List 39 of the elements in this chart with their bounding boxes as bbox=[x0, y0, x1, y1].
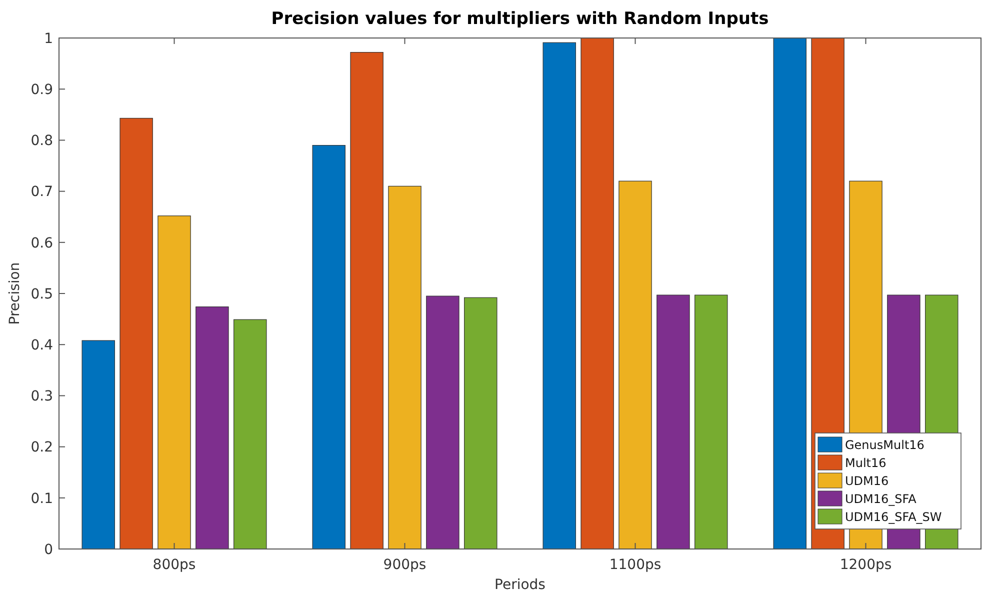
legend-label: UDM16 bbox=[845, 474, 889, 488]
bar bbox=[312, 145, 346, 550]
bar bbox=[464, 297, 498, 550]
bar bbox=[196, 306, 229, 550]
x-tick-label: 800ps bbox=[152, 557, 196, 573]
y-tick-label: 0.6 bbox=[30, 235, 54, 252]
x-tick-label: 1200ps bbox=[840, 557, 892, 573]
chart-title: Precision values for multipliers with Random Inputs bbox=[271, 9, 769, 29]
bar bbox=[656, 294, 690, 550]
y-tick-label: 0.3 bbox=[30, 388, 53, 405]
bar bbox=[618, 180, 652, 550]
bar bbox=[773, 38, 806, 550]
legend-label: UDM16_SFA bbox=[845, 492, 918, 506]
bar bbox=[158, 216, 191, 550]
y-tick-label: 0.9 bbox=[30, 82, 53, 98]
bar bbox=[388, 186, 422, 550]
bar bbox=[580, 38, 614, 550]
y-tick-label: 0.7 bbox=[30, 184, 53, 200]
x-axis-title: Periods bbox=[494, 577, 546, 593]
bar bbox=[542, 42, 576, 550]
y-axis-title: Precision bbox=[7, 262, 23, 325]
x-tick-label: 1100ps bbox=[609, 557, 662, 573]
y-tick-label: 0.8 bbox=[30, 133, 53, 150]
legend-label: GenusMult16 bbox=[845, 438, 924, 452]
bar bbox=[694, 294, 728, 550]
bar bbox=[82, 340, 115, 550]
bar bbox=[426, 296, 460, 550]
legend-label: Mult16 bbox=[845, 456, 886, 470]
x-tick-label: 900ps bbox=[383, 557, 426, 573]
bar bbox=[350, 52, 384, 550]
bar bbox=[120, 118, 153, 550]
legend-label: UDM16_SFA_SW bbox=[845, 510, 942, 524]
bar bbox=[234, 319, 267, 550]
y-tick-label: 0.4 bbox=[30, 338, 54, 354]
y-tick-label: 0.5 bbox=[30, 286, 53, 302]
y-tick-label: 1 bbox=[44, 30, 53, 47]
y-tick-label: 0.1 bbox=[30, 490, 53, 507]
y-tick-label: 0 bbox=[44, 542, 53, 558]
y-tick-label: 0.2 bbox=[30, 440, 53, 456]
